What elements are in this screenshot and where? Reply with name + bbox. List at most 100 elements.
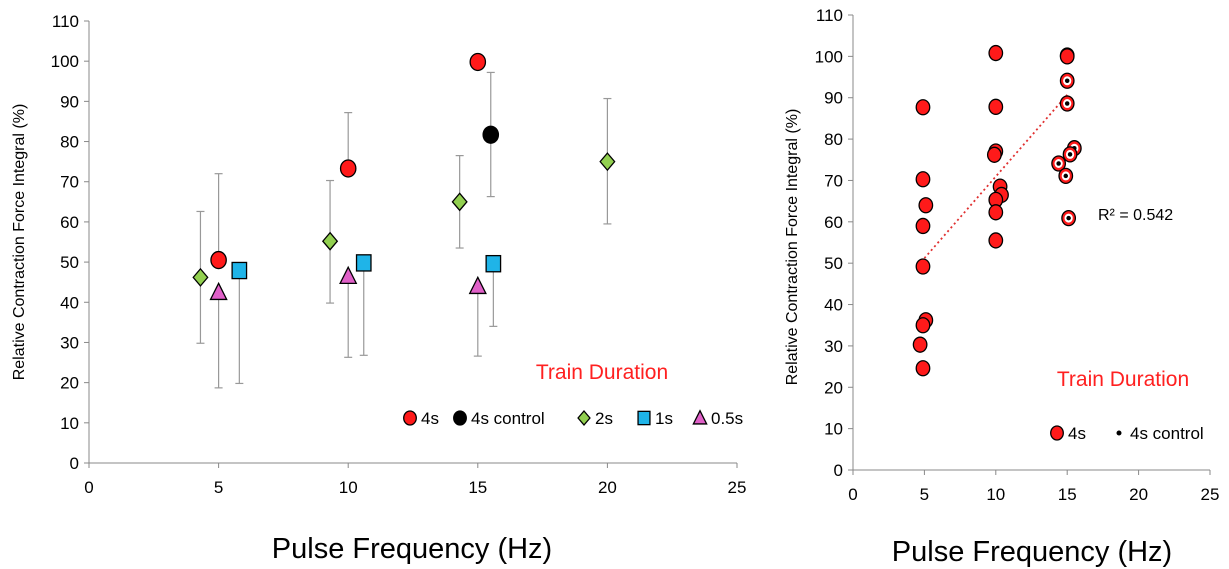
point-2s [192, 267, 209, 287]
x-tick-label: 15 [1058, 485, 1077, 504]
point-4s [1059, 48, 1075, 65]
point-4s [469, 52, 487, 72]
point-4s-control [1061, 209, 1077, 227]
point-4s-control [1051, 155, 1067, 172]
y-tick-label: 70 [824, 171, 843, 190]
point-4s [986, 146, 1002, 163]
left-tick-labels: 0 10 20 30 40 50 60 70 80 90 100 110 0 5 10 15 20 25 [51, 12, 747, 497]
legend-item-1s: 1s [637, 409, 673, 428]
legend-marker [1050, 425, 1064, 441]
legend-item-4s-control: 4s control [453, 409, 545, 428]
point-4s [915, 217, 931, 235]
left-data-points [192, 52, 616, 301]
legend-label: 2s [595, 409, 613, 428]
right-data-points [912, 44, 1082, 377]
left-annotation: Train Duration [536, 361, 668, 384]
point-4s-control-center [1067, 152, 1073, 157]
legend-marker [637, 410, 651, 426]
legend-marker [692, 409, 708, 425]
y-tick-label: 100 [815, 47, 843, 66]
x-tick-label: 10 [986, 485, 1005, 504]
y-tick-label: 110 [816, 6, 843, 25]
point-4s [988, 98, 1004, 115]
y-tick-label: 70 [60, 173, 79, 192]
y-tick-label: 20 [824, 378, 843, 397]
x-tick-label: 25 [728, 478, 747, 497]
y-tick-label: 10 [60, 414, 79, 433]
point-4s-control-center [1056, 161, 1061, 166]
point-4s-control-center [1064, 101, 1070, 106]
point-4s-control [482, 125, 500, 144]
y-tick-label: 30 [60, 333, 79, 352]
point-4s-control [1058, 167, 1074, 185]
legend-label: 4s control [471, 409, 545, 428]
y-tick-label: 80 [60, 133, 79, 152]
point-4s [915, 171, 931, 188]
point-4s [988, 44, 1004, 62]
legend-item-4s-control: 4s control [1116, 424, 1204, 443]
x-tick-label: 10 [339, 478, 358, 497]
legend-marker [403, 410, 417, 426]
right-tick-labels: 0 10 20 30 40 50 60 70 80 90 100 110 0 5 10 15 20 25 [815, 6, 1220, 504]
x-tick-label: 0 [84, 478, 93, 497]
legend-label: 4s [1068, 424, 1086, 443]
point-4s [988, 232, 1004, 249]
left-x-axis-label: Pulse Frequency (Hz) [272, 533, 552, 565]
right-axes [848, 14, 1211, 475]
y-tick-label: 20 [60, 374, 79, 393]
point-4s-control [1062, 146, 1078, 163]
legend-label: 0.5s [711, 409, 743, 428]
y-tick-label: 0 [70, 454, 79, 473]
y-tick-label: 110 [52, 12, 79, 31]
legend-marker [577, 409, 591, 427]
point-4s [918, 197, 934, 214]
y-tick-label: 90 [60, 92, 79, 111]
right-x-axis-label: Pulse Frequency (Hz) [892, 536, 1172, 568]
y-tick-label: 40 [824, 296, 843, 315]
right-legend: 4s 4s control [1050, 424, 1204, 443]
y-tick-label: 50 [60, 253, 79, 272]
point-1s [485, 254, 502, 273]
point-1s [231, 261, 248, 280]
x-tick-label: 15 [468, 478, 487, 497]
legend-label: 4s control [1130, 424, 1204, 443]
y-tick-label: 10 [824, 420, 843, 439]
y-tick-label: 0 [834, 461, 843, 480]
point-4s [915, 258, 931, 275]
point-4s [915, 99, 931, 116]
legend-marker [453, 410, 467, 426]
left-axes [84, 20, 738, 468]
x-tick-label: 25 [1201, 485, 1220, 504]
legend-marker [1116, 430, 1122, 436]
x-tick-label: 20 [598, 478, 617, 497]
legend-item-2s: 2s [577, 409, 613, 428]
point-4s-control-center [1064, 78, 1070, 84]
legend-item-0_5s: 0.5s [692, 409, 743, 428]
y-tick-label: 40 [60, 293, 79, 312]
x-tick-label: 5 [214, 478, 223, 497]
point-4s [339, 159, 357, 178]
legend-label: 1s [655, 409, 673, 428]
point-4s [988, 204, 1004, 221]
left-chart: 0 10 20 30 40 50 60 70 80 90 100 110 0 5 10 15 20 25 Trai… [11, 12, 746, 565]
right-chart: 0 10 20 30 40 50 60 70 80 90 100 110 0 5 10 15 20 25 Trai… [784, 6, 1219, 568]
point-0_5s [339, 265, 358, 285]
y-tick-label: 60 [824, 213, 843, 232]
x-tick-label: 20 [1129, 485, 1148, 504]
point-4s [915, 317, 931, 334]
point-0_5s [209, 281, 228, 301]
y-tick-label: 90 [824, 89, 843, 108]
y-tick-label: 60 [60, 213, 79, 232]
left-y-axis-label: Relative Contraction Force Integral (%) [11, 104, 28, 381]
point-4s-control [1059, 95, 1075, 112]
right-annotation: Train Duration [1057, 368, 1189, 391]
point-1s [355, 254, 372, 272]
left-error-bars [196, 71, 612, 389]
point-0_5s [468, 275, 487, 295]
right-y-axis-label: Relative Contraction Force Integral (%) [784, 109, 801, 386]
point-2s [451, 192, 468, 212]
y-tick-label: 30 [824, 337, 843, 356]
point-2s [599, 152, 616, 172]
point-4s-control [1059, 72, 1075, 89]
point-4s [915, 360, 931, 377]
